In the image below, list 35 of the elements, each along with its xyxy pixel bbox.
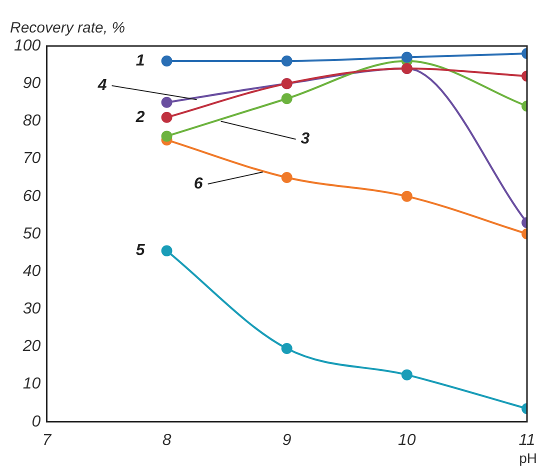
y-axis-title: Recovery rate, % — [10, 20, 126, 37]
point — [161, 245, 172, 256]
x-axis-title: pH — [519, 450, 537, 466]
point — [401, 369, 412, 380]
point — [281, 343, 292, 354]
y-tick-label: 60 — [22, 188, 41, 205]
x-tick-label: 10 — [398, 432, 416, 449]
y-tick-label: 50 — [22, 225, 41, 242]
text: 4 — [96, 77, 107, 94]
series-label: 3 — [300, 130, 310, 148]
y-tick-label: 30 — [22, 300, 41, 318]
y-tick-label: 80 — [22, 112, 41, 130]
y-tick-label: 70 — [22, 150, 41, 168]
series-label: 2 — [134, 108, 145, 126]
y-tick-label: 0 — [32, 413, 41, 430]
point — [161, 130, 172, 142]
y-tick-label: 20 — [22, 338, 41, 356]
point — [401, 190, 412, 202]
x-tick-label: 7 — [42, 432, 52, 449]
series-label: 5 — [136, 242, 146, 260]
y-tick-label: 90 — [22, 75, 41, 92]
point — [281, 56, 292, 67]
y-tick-label: 40 — [22, 262, 41, 280]
series-label: 1 — [136, 52, 145, 70]
x-tick-label: 11 — [518, 432, 536, 449]
y-tick-label: 10 — [22, 376, 41, 393]
x-tick-label: 8 — [162, 432, 172, 449]
x-tick-label: 9 — [282, 432, 292, 449]
point — [281, 172, 292, 184]
y-tick-label: 100 — [14, 37, 41, 54]
point — [161, 56, 172, 67]
point — [401, 52, 412, 63]
series-label: 6 — [194, 175, 203, 192]
point — [281, 93, 292, 104]
point — [161, 112, 172, 123]
